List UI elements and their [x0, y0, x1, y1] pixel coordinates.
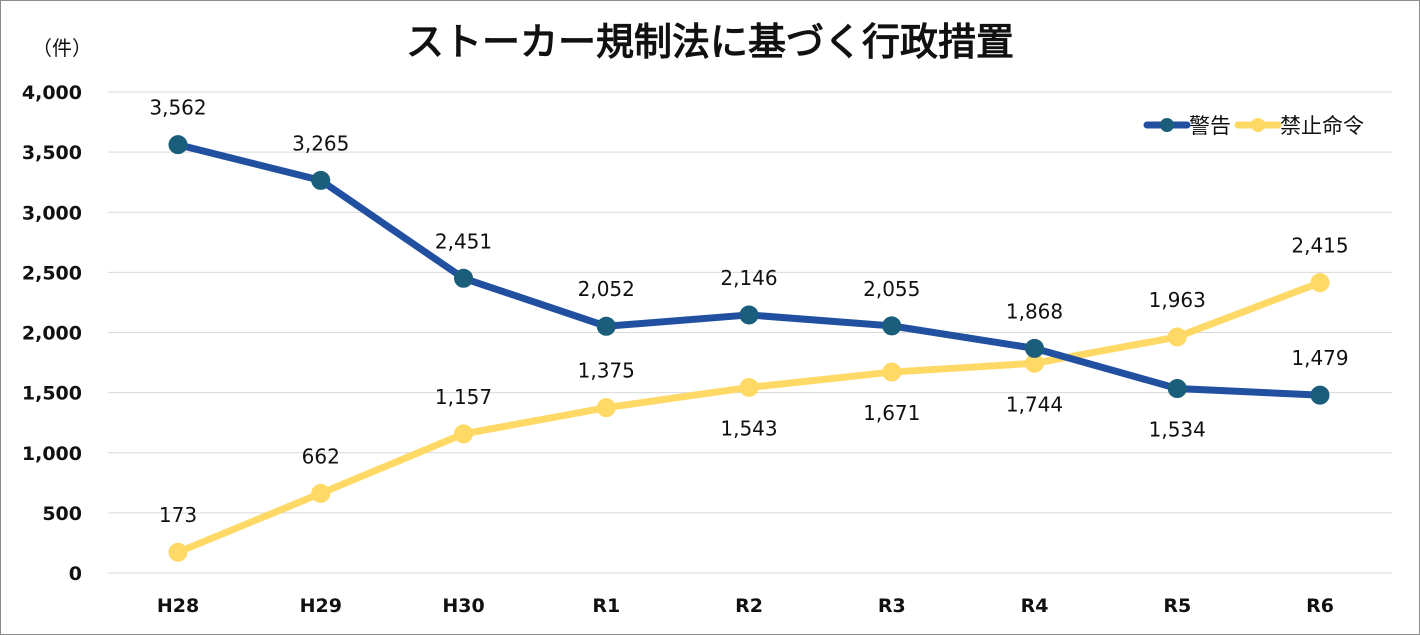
y-tick-label: 0 [69, 563, 82, 585]
data-point [168, 542, 188, 562]
x-tick-label: R2 [735, 595, 763, 617]
data-label: 1,868 [1006, 299, 1063, 323]
x-tick-label: H28 [157, 595, 199, 617]
data-label: 1,534 [1149, 418, 1206, 442]
x-tick-label: R5 [1163, 595, 1191, 617]
x-tick-label: R6 [1306, 595, 1334, 617]
legend-label: 禁止命令 [1280, 114, 1364, 138]
data-point [596, 316, 616, 336]
data-point [311, 483, 331, 503]
x-tick-label: R4 [1021, 595, 1049, 617]
legend-label: 警告 [1189, 114, 1231, 138]
data-label: 2,052 [578, 277, 635, 301]
chart-title: ストーカー規制法に基づく行政措置 [406, 20, 1014, 64]
data-label: 1,963 [1149, 288, 1206, 312]
data-point [454, 268, 473, 288]
data-label: 3,265 [292, 131, 349, 155]
y-tick-label: 1,000 [22, 443, 82, 465]
data-point [1310, 273, 1330, 293]
data-label: 2,055 [863, 277, 920, 301]
y-tick-label: 2,500 [22, 262, 82, 284]
y-tick-label: 1,500 [22, 383, 82, 405]
data-label: 2,146 [720, 266, 777, 290]
legend-marker-1 [1251, 118, 1265, 132]
y-tick-label: 2,000 [22, 323, 82, 345]
data-label: 173 [159, 503, 197, 527]
data-label: 1,744 [1006, 392, 1063, 416]
data-point [882, 362, 902, 382]
x-tick-label: H30 [442, 595, 484, 617]
data-label: 1,543 [720, 416, 777, 440]
data-point [1310, 385, 1330, 405]
x-tick-label: R1 [592, 595, 620, 617]
data-point [596, 398, 616, 418]
x-tick-label: H29 [300, 595, 342, 617]
y-tick-label: 3,000 [22, 202, 82, 224]
y-axis-unit: （件） [32, 36, 92, 60]
x-tick-label: R3 [878, 595, 906, 617]
data-point [168, 135, 188, 155]
data-point [1025, 338, 1044, 358]
data-label: 1,157 [435, 385, 492, 409]
data-point [882, 316, 902, 336]
y-tick-label: 3,500 [22, 142, 82, 164]
data-point [739, 377, 759, 397]
data-label: 1,479 [1291, 346, 1348, 370]
data-point [1167, 327, 1187, 347]
y-tick-label: 4,000 [22, 82, 82, 104]
data-label: 2,415 [1291, 234, 1348, 258]
data-label: 2,451 [435, 229, 492, 253]
y-tick-label: 500 [42, 503, 82, 525]
data-label: 1,671 [863, 401, 920, 425]
data-label: 3,562 [149, 96, 206, 120]
data-label: 662 [302, 444, 340, 468]
legend-marker-0 [1160, 118, 1174, 132]
data-point [454, 424, 473, 444]
data-point [311, 170, 331, 190]
data-point [739, 305, 759, 325]
data-label: 1,375 [578, 359, 635, 383]
data-point [1167, 379, 1187, 399]
